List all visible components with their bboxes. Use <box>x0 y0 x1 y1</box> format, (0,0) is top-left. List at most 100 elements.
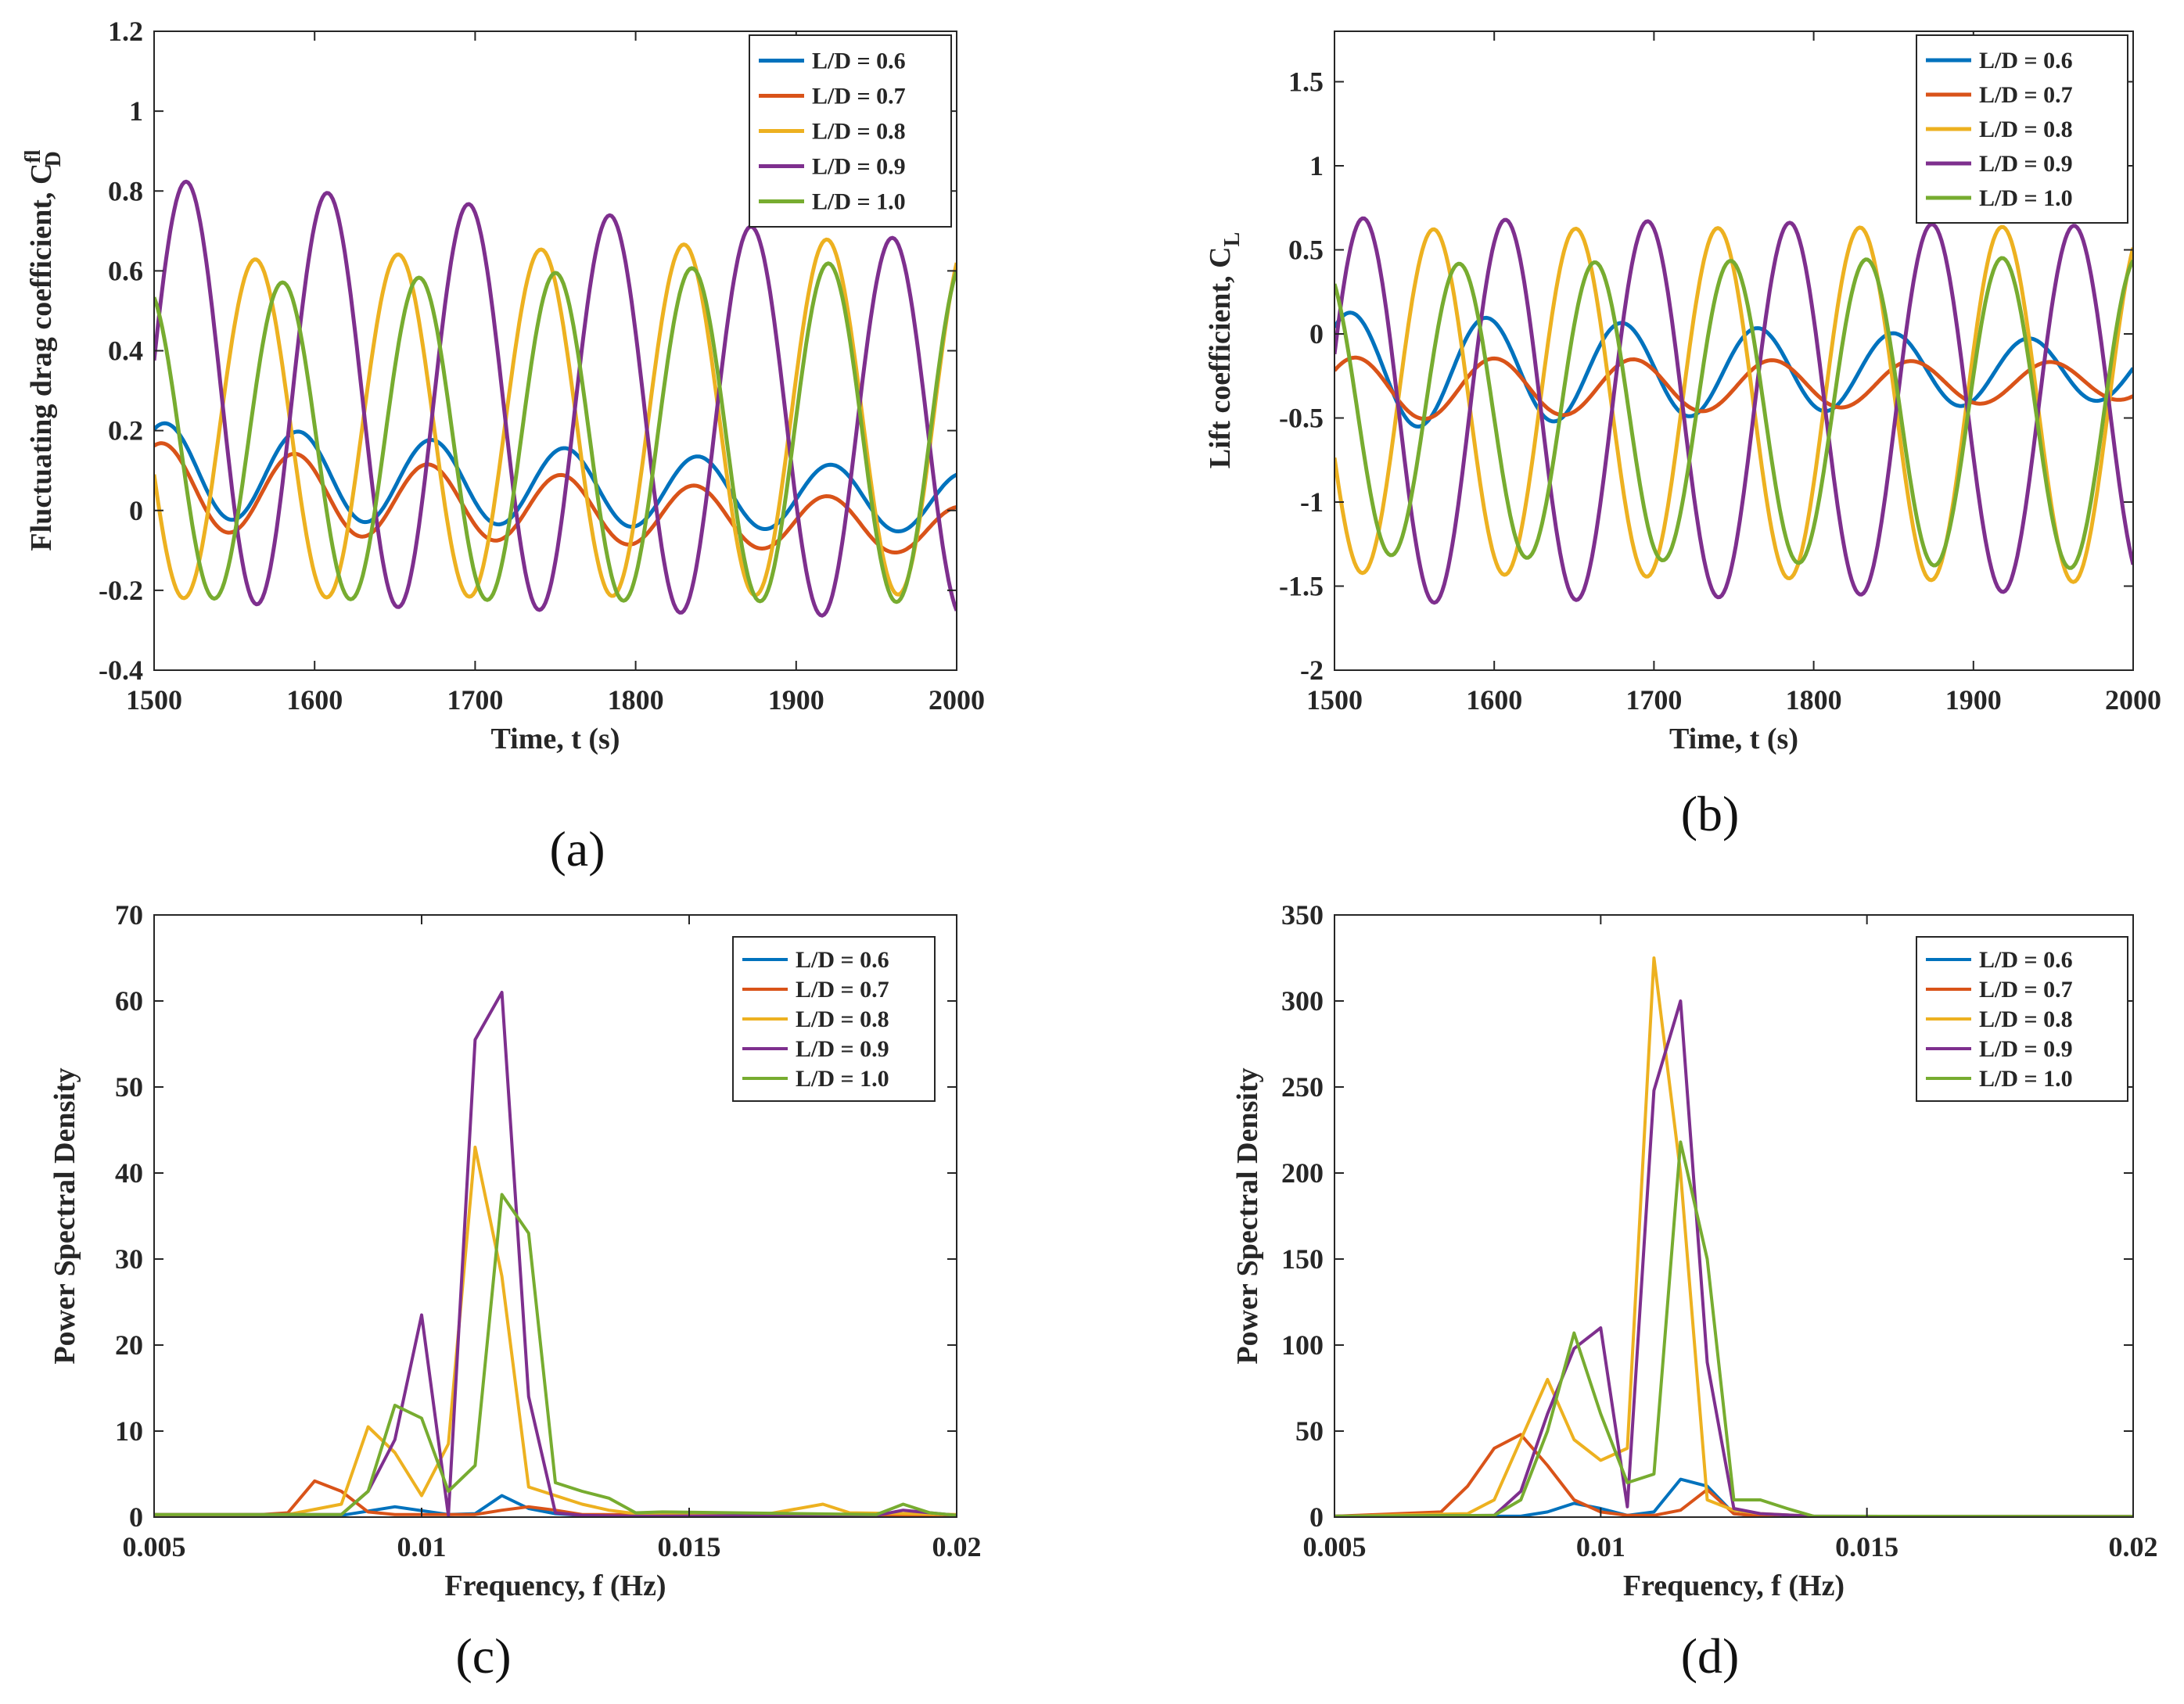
y-tick-label: 300 <box>1281 985 1324 1017</box>
series-line-10 <box>154 1193 957 1517</box>
y-tick-label: 60 <box>115 985 143 1017</box>
y-tick-label: 0.8 <box>108 175 143 206</box>
y-axis-label-subscript: D <box>41 151 66 167</box>
series-line-09 <box>1334 216 2133 605</box>
y-axis-label: Lift coefficient, CL <box>1204 232 1245 469</box>
y-tick-label: 0.6 <box>108 255 143 286</box>
x-tick-label: 1700 <box>1625 684 1682 716</box>
series-line-10 <box>1334 1140 2133 1517</box>
y-axis-label-superscript: fl <box>21 149 45 163</box>
series-line-06 <box>1334 310 2133 429</box>
legend-label: L/D = 0.7 <box>1979 82 2073 108</box>
axes-box <box>1334 914 2134 1518</box>
x-tick-label: 2000 <box>929 684 985 716</box>
series-line-08 <box>154 237 957 601</box>
series-line-08 <box>1334 224 2133 584</box>
y-tick-label: 0.2 <box>108 415 143 447</box>
y-tick-label: 0 <box>1309 1501 1324 1533</box>
x-tick-label: 1800 <box>1786 684 1842 716</box>
y-tick-label: 0 <box>1309 318 1324 350</box>
x-tick-label: 2000 <box>2105 684 2161 716</box>
y-tick-label: 1.5 <box>1288 66 1324 98</box>
y-tick-label: -2 <box>1300 655 1324 686</box>
legend-label: L/D = 0.7 <box>796 977 889 1003</box>
legend-label: L/D = 0.8 <box>1979 117 2073 142</box>
panel-c-label: (c) <box>455 1628 511 1684</box>
y-tick-label: 50 <box>115 1071 143 1103</box>
panel-c: (c) <box>455 1628 511 1684</box>
y-tick-label: 0.5 <box>1288 235 1324 266</box>
legend: L/D = 0.6 L/D = 0.7 L/D = 0.8 L/D = 0.9 L/D … <box>1916 936 2128 1102</box>
series-group <box>154 179 957 618</box>
legend-label: L/D = 1.0 <box>796 1066 889 1092</box>
legend-label: L/D = 0.6 <box>796 947 889 973</box>
x-tick-label: 0.02 <box>2109 1531 2158 1562</box>
legend-label: L/D = 0.7 <box>1979 977 2073 1003</box>
legend-label: L/D = 1.0 <box>1979 1066 2073 1092</box>
panel-a-label: (a) <box>549 821 605 877</box>
chart-a: 1500 1600 1700 1800 1900 2000 -0.4 -0.2 0 0.2 0.4 0… <box>21 16 985 755</box>
y-tick-label: 100 <box>1281 1329 1324 1361</box>
y-tick-label: -1.5 <box>1279 571 1324 602</box>
y-axis-label-subscript: L <box>1220 232 1245 247</box>
series-group <box>1334 956 2133 1517</box>
x-tick-label: 0.005 <box>123 1531 186 1562</box>
legend-label: L/D = 0.9 <box>1979 151 2073 177</box>
x-axis-label: Frequency, f (Hz) <box>1623 1569 1845 1602</box>
y-tick-label: -0.5 <box>1279 403 1324 434</box>
legend-box <box>1916 34 2128 224</box>
legend: L/D = 0.6 L/D = 0.7 L/D = 0.8 L/D = 0.9 L/D … <box>732 936 936 1102</box>
x-axis-label: Time, t (s) <box>1669 723 1798 755</box>
y-tick-label: 0 <box>129 1501 143 1533</box>
y-tick-label: 1.2 <box>108 16 143 47</box>
x-axis-label: Time, t (s) <box>491 723 620 755</box>
x-tick-label: 1600 <box>286 684 343 716</box>
x-tick-label: 1500 <box>126 684 182 716</box>
y-axis-label: Power Spectral Density <box>48 1067 81 1364</box>
y-tick-label: 250 <box>1281 1071 1324 1103</box>
y-tick-label: 40 <box>115 1157 143 1189</box>
legend-label: L/D = 0.7 <box>812 84 906 109</box>
x-tick-label: 0.01 <box>397 1531 447 1562</box>
y-tick-label: 30 <box>115 1243 143 1275</box>
legend-label: L/D = 0.6 <box>1979 947 2073 973</box>
y-tick-label: 350 <box>1281 899 1324 931</box>
y-tick-label: 1 <box>1309 150 1324 181</box>
legend: L/D = 0.6 L/D = 0.7 L/D = 0.8 L/D = 0.9 L/D … <box>1916 34 2128 224</box>
y-axis-label-main: Lift coefficient, C <box>1204 246 1237 468</box>
x-tick-label: 0.015 <box>658 1531 721 1562</box>
x-tick-label: 1500 <box>1306 684 1363 716</box>
x-axis-label: Frequency, f (Hz) <box>444 1569 666 1602</box>
y-tick-label: 0 <box>129 495 143 526</box>
legend-label: L/D = 0.6 <box>1979 48 2073 74</box>
y-axis-label: Power Spectral Density <box>1231 1067 1264 1364</box>
y-tick-label: 70 <box>115 899 143 931</box>
legend-label: L/D = 0.8 <box>796 1006 889 1032</box>
series-line-09 <box>154 179 957 618</box>
y-tick-label: 0.4 <box>108 335 143 367</box>
series-line-09 <box>1334 999 2133 1517</box>
legend-label: L/D = 0.6 <box>812 48 906 74</box>
panel-d-label: (d) <box>1681 1628 1740 1684</box>
x-tick-label: 0.01 <box>1576 1531 1625 1562</box>
legend-label: L/D = 0.8 <box>812 119 906 145</box>
legend: L/D = 0.6 L/D = 0.7 L/D = 0.8 L/D = 0.9 L/D … <box>749 34 952 228</box>
axes-box <box>1334 30 2134 671</box>
series-group <box>1334 216 2133 605</box>
series-line-10 <box>1334 256 2133 570</box>
panel-b-label: (b) <box>1681 786 1740 841</box>
legend-label: L/D = 1.0 <box>812 189 906 215</box>
legend-label: L/D = 0.9 <box>812 154 906 180</box>
y-tick-label: -0.4 <box>99 655 143 686</box>
chart-c: 0.005 0.01 0.015 0.02 0 10 20 30 40 50 60 70 Frequen… <box>48 899 982 1602</box>
y-tick-label: 20 <box>115 1329 143 1361</box>
legend-label: L/D = 1.0 <box>1979 185 2073 211</box>
x-tick-label: 0.015 <box>1835 1531 1898 1562</box>
y-axis-label-main: Fluctuating drag coefficient, C <box>25 163 58 551</box>
x-tick-label: 1800 <box>608 684 664 716</box>
x-tick-label: 1900 <box>768 684 824 716</box>
x-tick-label: 1700 <box>447 684 503 716</box>
y-tick-label: 150 <box>1281 1243 1324 1275</box>
y-tick-label: 1 <box>129 95 143 127</box>
